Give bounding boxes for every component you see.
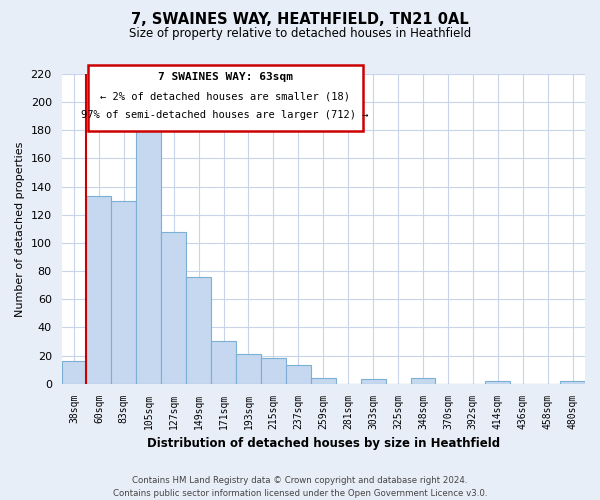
- Bar: [211, 342, 236, 384]
- Text: Contains HM Land Registry data © Crown copyright and database right 2024.
Contai: Contains HM Land Registry data © Crown c…: [113, 476, 487, 498]
- FancyBboxPatch shape: [88, 64, 362, 132]
- Bar: [410, 378, 436, 384]
- Text: ← 2% of detached houses are smaller (18): ← 2% of detached houses are smaller (18): [100, 92, 350, 102]
- Bar: [361, 380, 386, 384]
- Text: 7, SWAINES WAY, HEATHFIELD, TN21 0AL: 7, SWAINES WAY, HEATHFIELD, TN21 0AL: [131, 12, 469, 28]
- X-axis label: Distribution of detached houses by size in Heathfield: Distribution of detached houses by size …: [147, 437, 500, 450]
- Bar: [112, 200, 136, 384]
- Bar: [560, 381, 585, 384]
- Text: 7 SWAINES WAY: 63sqm: 7 SWAINES WAY: 63sqm: [158, 72, 293, 83]
- Bar: [62, 361, 86, 384]
- Bar: [311, 378, 336, 384]
- Text: Size of property relative to detached houses in Heathfield: Size of property relative to detached ho…: [129, 28, 471, 40]
- Bar: [86, 196, 112, 384]
- Bar: [286, 366, 311, 384]
- Bar: [186, 276, 211, 384]
- Bar: [261, 358, 286, 384]
- Bar: [236, 354, 261, 384]
- Y-axis label: Number of detached properties: Number of detached properties: [15, 141, 25, 316]
- Bar: [136, 124, 161, 384]
- Bar: [161, 232, 186, 384]
- Bar: [485, 381, 510, 384]
- Text: 97% of semi-detached houses are larger (712) →: 97% of semi-detached houses are larger (…: [82, 110, 369, 120]
